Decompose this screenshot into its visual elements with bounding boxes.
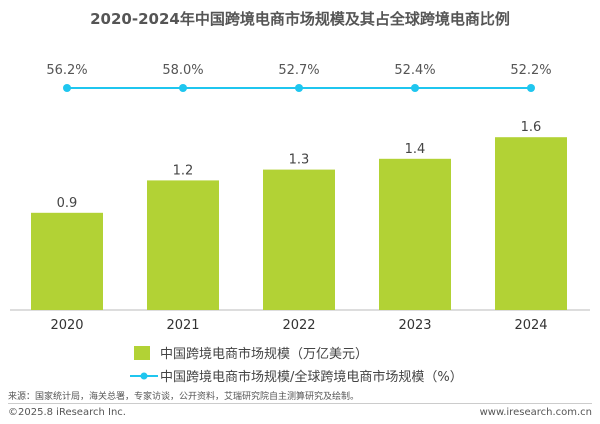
source-note: 来源：国家统计局，海关总署，专家访谈，公开资料，艾瑞研究院自主测算研究及绘制。 [8, 392, 360, 402]
bar-data-label: 0.9 [57, 196, 78, 211]
line-data-label: 52.7% [278, 63, 319, 78]
legend-item-line: 中国跨境电商市场规模/全球跨境电商市场规模（%） [130, 366, 463, 385]
line-data-label: 56.2% [46, 63, 87, 78]
website-url: www.iresearch.com.cn [479, 407, 592, 418]
legend-swatch-bar [134, 345, 150, 360]
x-tick-label: 2021 [166, 318, 199, 333]
legend-item-bar: 中国跨境电商市场规模（万亿美元） [130, 343, 368, 362]
line-point [527, 84, 535, 92]
line-point [179, 84, 187, 92]
legend-label-line: 中国跨境电商市场规模/全球跨境电商市场规模（%） [160, 370, 463, 385]
x-tick-label: 2023 [398, 318, 431, 333]
bar-data-label: 1.4 [405, 142, 426, 157]
legend-label-bar: 中国跨境电商市场规模（万亿美元） [160, 347, 369, 362]
x-tick-label: 2022 [282, 318, 315, 333]
bar-data-label: 1.2 [173, 163, 194, 178]
bar-data-label: 1.3 [289, 153, 310, 168]
bar [495, 137, 567, 310]
legend-swatch-line [130, 372, 158, 379]
line-point [411, 84, 419, 92]
copyright: ©2025.8 iResearch Inc. [8, 407, 126, 418]
bar [147, 180, 219, 310]
chart-area: 0.9 2020 1.2 2021 1.3 2022 1.4 2023 1.6 2024 56.2%… [10, 63, 590, 333]
line-data-label: 58.0% [162, 63, 203, 78]
x-tick-label: 2024 [514, 318, 547, 333]
line-data-label: 52.4% [394, 63, 435, 78]
x-tick-label: 2020 [50, 318, 83, 333]
line-data-label: 52.2% [510, 63, 551, 78]
divider [8, 403, 592, 404]
line-point [63, 84, 71, 92]
bar [31, 212, 103, 310]
bar [263, 169, 335, 310]
bar [379, 158, 451, 310]
line-point [295, 84, 303, 92]
chart-title: 2020-2024年中国跨境电商市场规模及其占全球跨境电商比例 [90, 10, 510, 28]
bar-data-label: 1.6 [521, 120, 542, 135]
